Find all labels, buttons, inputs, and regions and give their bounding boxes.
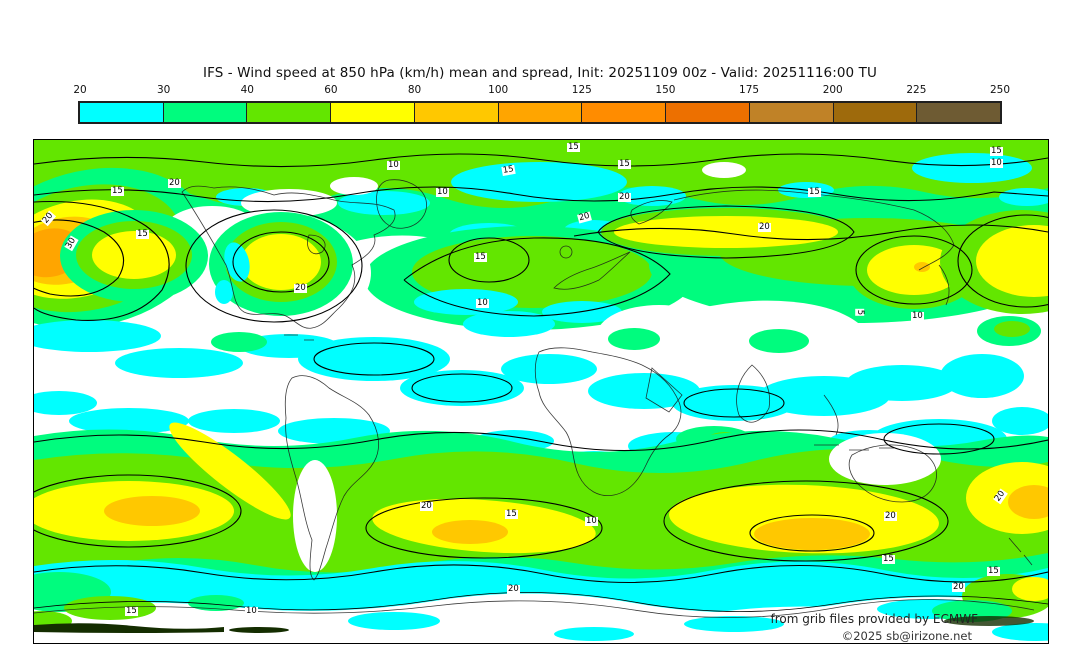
colorbar-tick: 40 (240, 84, 254, 96)
colorbar-segment (497, 103, 582, 122)
contour-label: 15 (111, 186, 124, 196)
contour-label: 10 (585, 516, 598, 526)
colorbar-tick: 100 (488, 84, 509, 96)
colorbar-segment (413, 103, 498, 122)
contour-label: 15 (474, 252, 487, 262)
colorbar-segment (581, 103, 666, 122)
contour-label: 15 (505, 509, 518, 519)
contour-label: 10 (436, 187, 449, 197)
contour-label: 20 (168, 178, 181, 188)
spread-contours (34, 153, 1048, 612)
wind-speed-map-svg (34, 140, 1048, 643)
contour-label: 15 (882, 554, 895, 564)
contour-label: 15 (808, 187, 821, 197)
contour-label: 20 (952, 582, 965, 592)
colorbar-tick-labels: 20 30 40 60 80 100 125 150 175 200 225 250 (73, 84, 1010, 98)
contour-label: 15 (990, 146, 1003, 156)
colorbar-tick: 60 (324, 84, 338, 96)
credit-copyright: ©2025 sb@irizone.net (841, 629, 972, 643)
coastlines (34, 179, 1035, 618)
colorbar-tick: 150 (655, 84, 676, 96)
colorbar-segment (916, 103, 1001, 122)
contour-label: 20 (294, 283, 307, 293)
contour-label: 20 (884, 511, 897, 521)
contour-label: 10 (990, 158, 1003, 168)
colorbar-segment (162, 103, 247, 122)
contour-label: 10 (387, 160, 400, 170)
colorbar-tick: 250 (989, 84, 1011, 96)
colorbar-segment (748, 103, 833, 122)
colorbar-segment (832, 103, 917, 122)
colorbar-scale (78, 101, 1002, 124)
contour-label: 20 (420, 501, 433, 511)
colorbar-segment (80, 103, 163, 122)
contour-label: 10 (476, 298, 489, 308)
contour-label: 15 (618, 159, 631, 169)
contour-label: 10 (911, 311, 924, 321)
colorbar-tick: 80 (407, 84, 422, 96)
colorbar-tick: 30 (156, 84, 171, 96)
colorbar: 20 30 40 60 80 100 125 150 175 200 225 250 (73, 84, 1010, 124)
colorbar-segment (665, 103, 749, 122)
colorbar-tick: 225 (906, 84, 927, 96)
contour-label: 10 (245, 606, 258, 616)
credit-ecmwf: from grib files provided by ECMWF (770, 612, 978, 626)
contour-label: 5 (855, 308, 866, 317)
colorbar-tick: 20 (73, 84, 87, 96)
contour-label: 20 (618, 192, 631, 202)
colorbar-tick: 200 (822, 84, 843, 96)
colorbar-segment (246, 103, 331, 122)
weather-map: 20 30 15 20 15 20 10 10 15 15 15 20 20 15 20 15 10 15 10 10… (33, 139, 1049, 644)
contour-label: 15 (987, 566, 1000, 576)
contour-label: 20 (507, 584, 520, 594)
colorbar-segment (330, 103, 414, 122)
contour-label: 15 (125, 606, 138, 616)
colorbar-tick: 175 (739, 84, 760, 96)
colorbar-tick: 125 (571, 84, 592, 96)
page-title: IFS - Wind speed at 850 hPa (km/h) mean … (203, 65, 877, 81)
contour-label: 15 (136, 229, 149, 239)
contour-label: 15 (567, 142, 580, 152)
contour-label: 20 (758, 222, 771, 232)
